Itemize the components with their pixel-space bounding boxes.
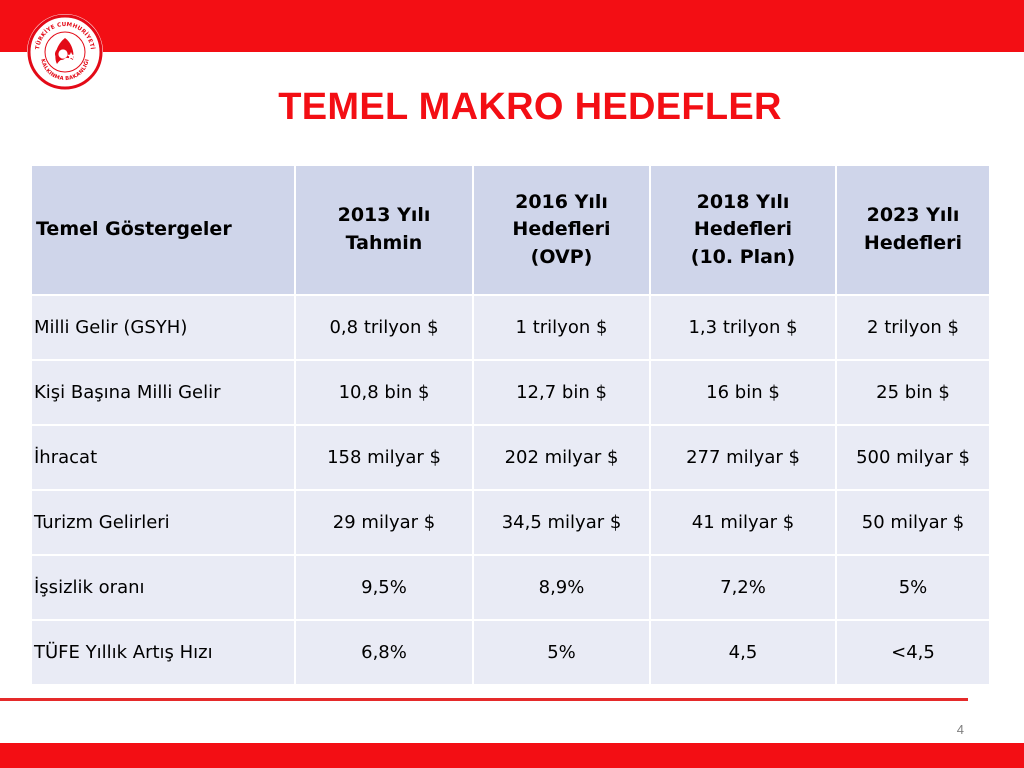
- table-cell: 12,7 bin $: [473, 360, 651, 426]
- ministry-logo: TÜRKİYE CUMHURİYETİ KALKINMA BAKANLIĞI: [27, 14, 103, 90]
- table-cell: 4,5: [650, 620, 837, 684]
- table-cell: 16 bin $: [650, 360, 837, 426]
- indicator-name: İşsizlik oranı: [32, 555, 296, 621]
- column-header: 2013 Yılı Tahmin: [295, 166, 474, 296]
- table-cell: 41 milyar $: [650, 490, 837, 556]
- table-cell: 202 milyar $: [473, 425, 651, 491]
- table-cell: 10,8 bin $: [295, 360, 474, 426]
- table-row: TÜFE Yıllık Artış Hızı 6,8% 5% 4,5 <4,5: [32, 620, 989, 684]
- table-cell: 1,3 trilyon $: [650, 295, 837, 361]
- table-cell: 5%: [836, 555, 989, 621]
- table-cell: 25 bin $: [836, 360, 989, 426]
- column-header: Temel Göstergeler: [32, 166, 296, 296]
- table-row: İhracat 158 milyar $ 202 milyar $ 277 mi…: [32, 425, 989, 491]
- indicator-name: Milli Gelir (GSYH): [32, 295, 296, 361]
- indicator-name: İhracat: [32, 425, 296, 491]
- ministry-seal-icon: TÜRKİYE CUMHURİYETİ KALKINMA BAKANLIĞI: [27, 14, 103, 90]
- column-header: 2023 Yılı Hedefleri: [836, 166, 989, 296]
- macro-targets-table: Temel Göstergeler 2013 Yılı Tahmin 2016 …: [32, 166, 989, 684]
- table-row: İşsizlik oranı 9,5% 8,9% 7,2% 5%: [32, 555, 989, 621]
- table-cell: 34,5 milyar $: [473, 490, 651, 556]
- table-cell: 0,8 trilyon $: [295, 295, 474, 361]
- table-cell: 2 trilyon $: [836, 295, 989, 361]
- indicator-name: Kişi Başına Milli Gelir: [32, 360, 296, 426]
- table-cell: 500 milyar $: [836, 425, 989, 491]
- table-cell: 29 milyar $: [295, 490, 474, 556]
- slide-title: TEMEL MAKRO HEDEFLER: [278, 86, 782, 128]
- table-header-row: Temel Göstergeler 2013 Yılı Tahmin 2016 …: [32, 166, 989, 296]
- table-cell: 8,9%: [473, 555, 651, 621]
- column-header: 2016 Yılı Hedefleri (OVP): [473, 166, 651, 296]
- table-cell: 9,5%: [295, 555, 474, 621]
- footer-divider-line: [0, 698, 968, 701]
- column-header: 2018 Yılı Hedefleri (10. Plan): [650, 166, 837, 296]
- table-cell: 5%: [473, 620, 651, 684]
- bottom-red-band: [0, 743, 1024, 768]
- page-number: 4: [956, 722, 964, 737]
- table-cell: 50 milyar $: [836, 490, 989, 556]
- table-cell: 6,8%: [295, 620, 474, 684]
- table-cell: 1 trilyon $: [473, 295, 651, 361]
- table-cell: 7,2%: [650, 555, 837, 621]
- indicator-name: TÜFE Yıllık Artış Hızı: [32, 620, 296, 684]
- table-cell: <4,5: [836, 620, 989, 684]
- top-red-band: [0, 0, 1024, 52]
- table-row: Kişi Başına Milli Gelir 10,8 bin $ 12,7 …: [32, 360, 989, 426]
- table-cell: 277 milyar $: [650, 425, 837, 491]
- table-cell: 158 milyar $: [295, 425, 474, 491]
- table-row: Turizm Gelirleri 29 milyar $ 34,5 milyar…: [32, 490, 989, 556]
- table-row: Milli Gelir (GSYH) 0,8 trilyon $ 1 trily…: [32, 295, 989, 361]
- indicator-name: Turizm Gelirleri: [32, 490, 296, 556]
